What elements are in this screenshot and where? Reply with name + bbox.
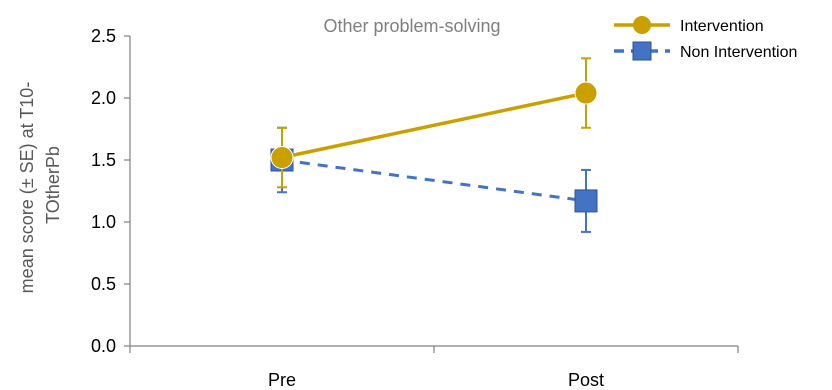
legend-marker	[632, 41, 652, 61]
series-line	[281, 158, 587, 203]
series-non-intervention	[270, 126, 598, 233]
y-tick-label: 2.0	[91, 88, 116, 108]
legend-label: Intervention	[680, 18, 764, 35]
series-line	[281, 91, 587, 160]
legend-marker	[633, 16, 651, 34]
chart-title: Other problem-solving	[323, 16, 500, 36]
series-layer	[270, 57, 598, 233]
legend-item: Non Intervention	[614, 41, 797, 61]
legend-item: Intervention	[614, 16, 764, 35]
y-tick-label: 1.5	[91, 150, 116, 170]
y-tick-label: 1.0	[91, 212, 116, 232]
y-tick-label: 0.0	[91, 336, 116, 356]
data-point	[574, 189, 598, 213]
data-point	[270, 146, 294, 170]
legend-label: Non Intervention	[680, 44, 797, 61]
y-ticks: 0.0 0.5 1.0 1.5 2.0 2.5	[91, 26, 130, 356]
y-tick-label: 0.5	[91, 274, 116, 294]
y-tick-label: 2.5	[91, 26, 116, 46]
y-axis-title: mean score (± SE) at T10- TOtherPb	[17, 77, 63, 294]
x-tick-label: Post	[568, 370, 604, 390]
data-point	[574, 81, 598, 105]
axes	[129, 36, 738, 347]
x-ticks: Pre Post	[129, 346, 739, 390]
y-axis-title-line-2: TOtherPb	[43, 146, 63, 224]
series-intervention	[270, 57, 598, 189]
legend: Intervention Non Intervention	[614, 16, 797, 61]
x-tick-label: Pre	[268, 370, 296, 390]
y-axis-title-line-1: mean score (± SE) at T10-	[17, 82, 37, 294]
